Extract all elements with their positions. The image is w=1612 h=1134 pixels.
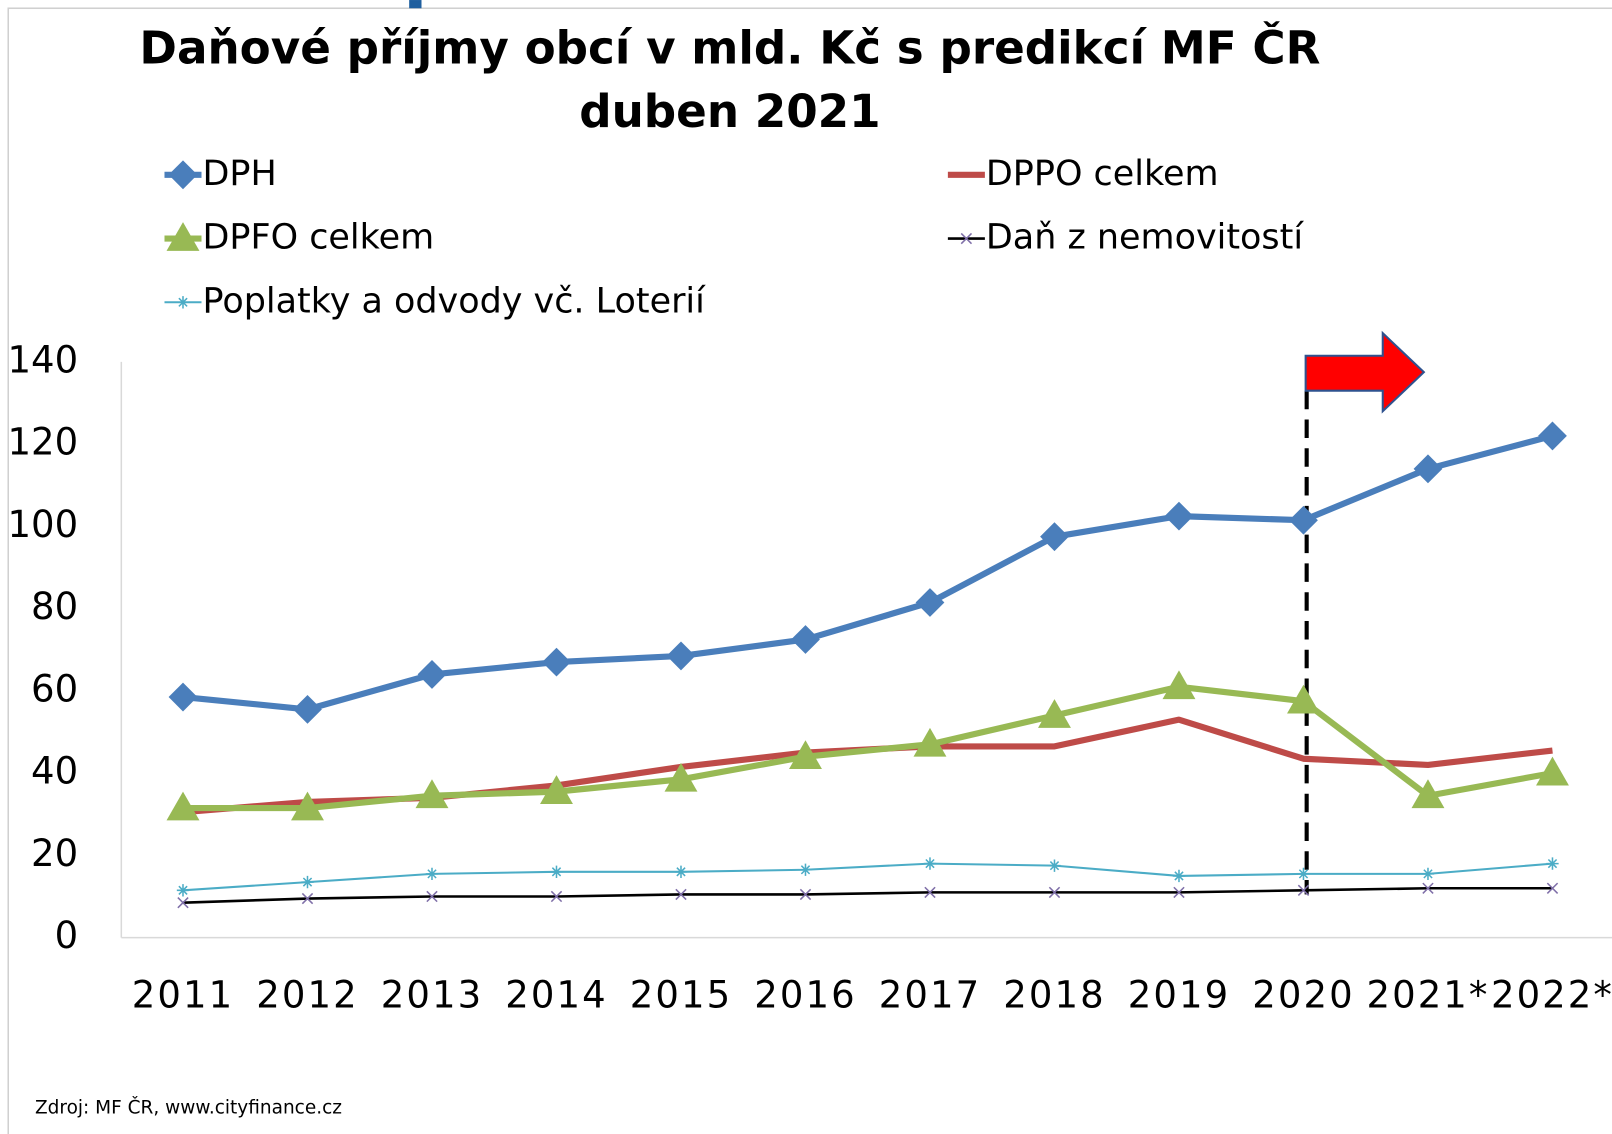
point-marker [789,740,822,770]
point-marker [1040,522,1069,552]
point-marker [1038,699,1071,728]
point-marker [1162,670,1196,700]
x-tick-label: 2018 [1003,974,1105,1017]
y-tick-label: 40 [31,750,78,793]
point-marker [168,682,198,712]
point-marker [540,775,573,804]
x-tick-label: 2012 [256,974,358,1017]
legend-label: Poplatky a odvody vč. Loterií [203,281,707,321]
source: Zdroj: MF ČR, www.cityfinance.cz [35,1096,342,1118]
y-tick-label: 80 [31,585,78,628]
point-marker [1422,882,1434,894]
point-marker [915,588,945,617]
point-marker [291,791,324,821]
legend-marker [168,160,198,190]
point-marker [1538,421,1567,451]
point-marker [550,890,563,903]
x-tick-label: 2017 [879,974,981,1017]
point-marker [666,641,696,671]
point-marker [1048,859,1061,872]
point-marker [1164,501,1194,531]
series-line [182,683,1554,812]
point-marker [1297,867,1310,881]
point-marker [1048,886,1061,899]
legend-label: DPFO celkem [203,218,435,258]
forecast-arrow [1304,330,1426,414]
point-marker [799,888,812,901]
point-marker [293,694,322,724]
y-tick-label: 140 [8,338,79,381]
x-tick-label: 2019 [1128,974,1230,1017]
y-tick-label: 20 [31,832,78,875]
point-marker [1413,454,1443,484]
point-marker [1546,857,1559,870]
legend-label: DPH [203,154,277,194]
point-marker [791,625,820,654]
point-marker [674,865,688,878]
point-marker [176,884,190,897]
point-marker [924,886,936,899]
point-marker [417,660,447,689]
x-tick-label: 2021* [1367,974,1490,1017]
x-tick-label: 2016 [754,974,856,1017]
point-marker [166,791,200,821]
point-marker [1546,882,1559,894]
point-marker [426,890,438,903]
x-tick-label: 2015 [630,974,732,1017]
point-marker [415,779,449,809]
legend-label: DPPO celkem [986,154,1219,194]
series-line [182,862,1553,892]
point-marker [1289,505,1318,535]
point-marker [1421,867,1435,881]
frame [7,7,1612,1134]
point-marker [1173,886,1185,899]
chart-subtitle: duben 2021 [579,85,880,138]
x-tick-label: 2013 [381,974,483,1017]
legend-marker [176,296,190,309]
x-tick-label: 2014 [505,974,607,1017]
point-marker [542,647,571,677]
point-marker [301,875,314,889]
y-tick-label: 100 [8,503,79,546]
point-marker [913,727,947,757]
point-marker [177,896,189,909]
chart-title: Daňové příjmy obcí v mld. Kč s predikcí … [139,21,1320,74]
point-marker [664,762,698,792]
legend-marker [960,232,973,245]
point-marker [923,857,937,870]
y-tick-label: 120 [8,421,79,464]
x-tick-label: 2020 [1252,974,1354,1017]
point-marker [1411,779,1445,809]
legend-marker [166,222,200,251]
series-line [182,432,1554,713]
point-marker [425,867,439,881]
point-marker [799,863,812,876]
y-tick-label: 0 [55,914,79,957]
point-marker [301,892,314,905]
point-marker [1536,756,1569,786]
point-marker [1287,684,1320,714]
point-marker [1172,869,1186,883]
series-line [182,886,1553,904]
x-tick-label: 2022* [1491,974,1612,1017]
point-marker [550,865,563,878]
y-tick-label: 60 [31,667,78,710]
point-marker [1297,884,1310,897]
header-mark [409,0,422,9]
legend-label: Daň z nemovitostí [986,218,1304,258]
point-marker [675,888,687,901]
x-tick-label: 2011 [132,974,234,1017]
